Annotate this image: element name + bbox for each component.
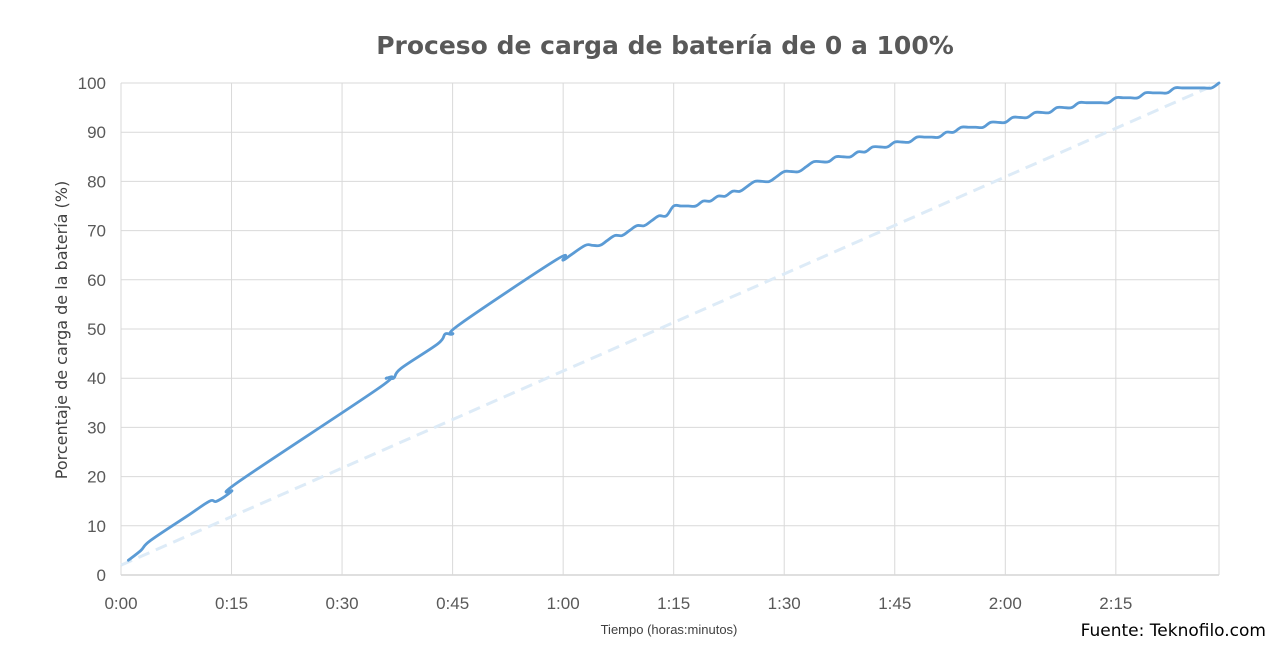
y-axis-ticks: 0 10 20 30 40 50 60 70 80 90 100 (78, 74, 106, 585)
y-tick-label: 100 (78, 74, 106, 93)
charge-line (126, 81, 1221, 562)
x-tick-label: 1:00 (547, 594, 580, 613)
x-axis-ticks: 0:00 0:15 0:30 0:45 1:00 1:15 1:30 1:45 2:00 2:15 (104, 594, 1132, 613)
x-tick-label: 0:30 (326, 594, 359, 613)
y-tick-label: 0 (97, 566, 106, 585)
y-tick-label: 70 (87, 222, 106, 241)
x-tick-label: 2:00 (989, 594, 1022, 613)
x-tick-label: 2:15 (1099, 594, 1132, 613)
source-note: Fuente: Teknofilo.com (1081, 621, 1266, 641)
x-tick-label: 0:15 (215, 594, 248, 613)
x-tick-label: 1:15 (657, 594, 690, 613)
y-axis-label: Porcentaje de carga de la batería (%) (52, 181, 71, 479)
x-tick-label: 0:45 (436, 594, 469, 613)
x-tick-label: 1:45 (878, 594, 911, 613)
y-tick-label: 80 (87, 172, 106, 191)
y-tick-label: 50 (87, 320, 106, 339)
gridlines (120, 82, 1220, 576)
reference-line (120, 81, 1220, 567)
charge-series (126, 81, 1221, 562)
x-axis-label: Tiempo (horas:minutos) (601, 622, 738, 637)
y-tick-label: 60 (87, 271, 106, 290)
x-tick-label: 1:30 (768, 594, 801, 613)
y-tick-label: 90 (87, 123, 106, 142)
y-tick-label: 10 (87, 517, 106, 536)
x-tick-label: 0:00 (104, 594, 137, 613)
reference-series (120, 81, 1220, 567)
chart-title: Proceso de carga de batería de 0 a 100% (376, 31, 954, 60)
y-tick-label: 40 (87, 369, 106, 388)
y-tick-label: 20 (87, 468, 106, 487)
y-tick-label: 30 (87, 418, 106, 437)
